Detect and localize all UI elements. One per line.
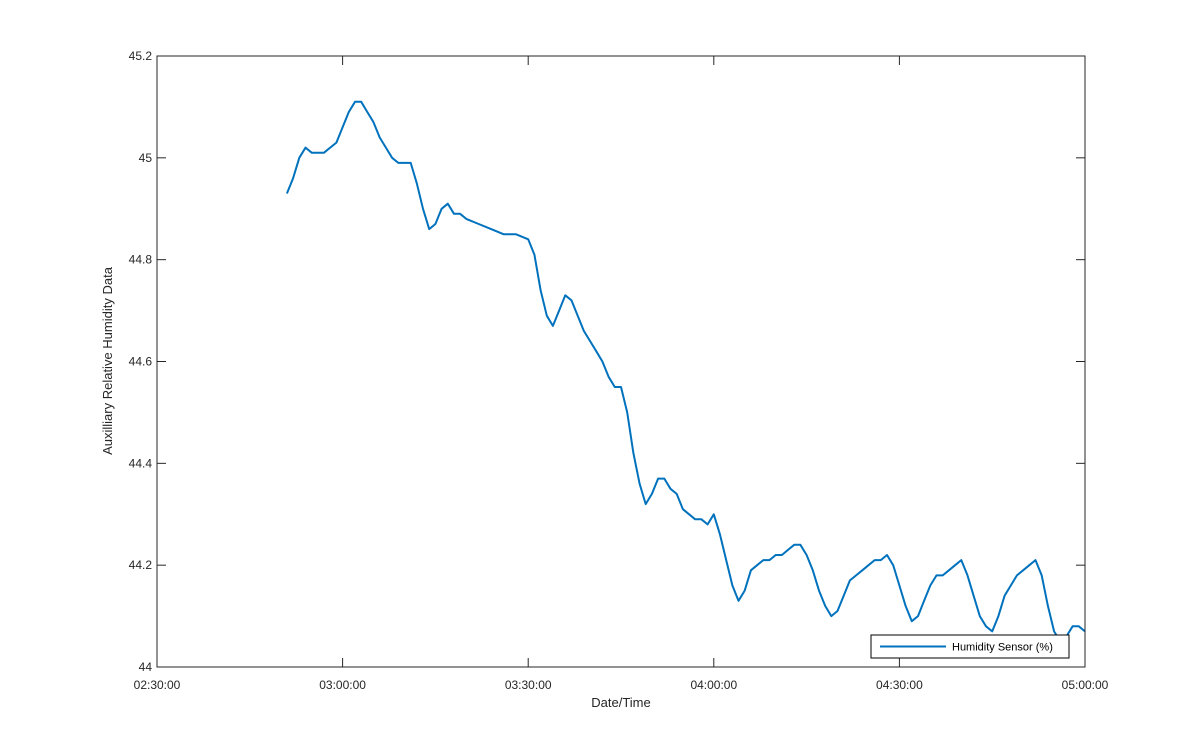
x-tick-label: 04:00:00 <box>690 678 737 692</box>
x-axis-label: Date/Time <box>591 695 650 710</box>
series-layer <box>285 100 1086 643</box>
plot-frame <box>156 55 1086 668</box>
y-tick-label: 45 <box>139 151 153 165</box>
x-tick-label: 03:00:00 <box>319 678 366 692</box>
x-tick-label: 03:30:00 <box>505 678 552 692</box>
y-tick-label: 44.8 <box>129 253 153 267</box>
y-tick-label: 44.2 <box>129 558 153 572</box>
y-tick-label: 44 <box>139 660 153 674</box>
y-tick-label: 44.6 <box>129 355 153 369</box>
tick-labels: 02:30:00 03:00:00 03:30:00 04:00:00 04:30:00… <box>129 49 1109 692</box>
x-tick-label: 02:30:00 <box>134 678 181 692</box>
legend-label: Humidity Sensor (%) <box>952 642 1053 654</box>
y-tick-label: 45.2 <box>129 49 153 63</box>
y-axis-label: Auxilliary Relative Humidity Data <box>100 266 115 455</box>
x-tick-label: 04:30:00 <box>876 678 923 692</box>
x-tick-label: 05:00:00 <box>1062 678 1109 692</box>
legend-box <box>870 634 1070 659</box>
series-line <box>285 100 1086 643</box>
y-tick-label: 44.4 <box>129 456 153 470</box>
plot-area <box>157 56 1085 667</box>
legend: Humidity Sensor (%) <box>870 634 1070 659</box>
